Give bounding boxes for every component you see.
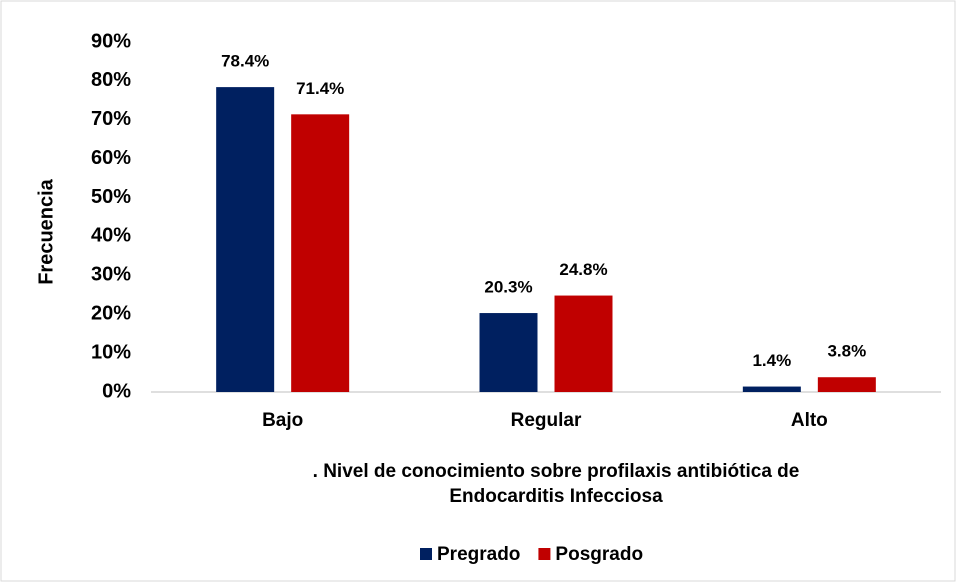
data-label: 78.4% bbox=[221, 52, 269, 71]
y-axis-title: Frecuencia bbox=[35, 178, 57, 284]
y-tick-label: 30% bbox=[91, 264, 131, 286]
bar bbox=[817, 377, 876, 392]
data-label: 71.4% bbox=[296, 79, 344, 98]
y-tick-label: 80% bbox=[91, 69, 131, 91]
bar bbox=[554, 295, 613, 392]
legend-label: Pregrado bbox=[437, 544, 520, 565]
y-tick-label: 60% bbox=[91, 147, 131, 169]
y-tick-label: 40% bbox=[91, 225, 131, 247]
data-label: 3.8% bbox=[827, 342, 866, 361]
data-label: 24.8% bbox=[559, 260, 607, 279]
bar bbox=[216, 87, 275, 392]
data-label: 1.4% bbox=[752, 351, 791, 370]
legend-swatch bbox=[420, 548, 432, 560]
legend-swatch bbox=[538, 548, 551, 560]
legend-label: Posgrado bbox=[555, 544, 643, 565]
x-tick-label: Regular bbox=[511, 410, 582, 431]
y-tick-label: 20% bbox=[91, 303, 131, 325]
bar bbox=[291, 114, 350, 392]
y-tick-label: 50% bbox=[91, 186, 131, 208]
x-axis-title: . Nivel de conocimiento sobre profilaxis… bbox=[313, 461, 800, 482]
y-tick-label: 0% bbox=[102, 380, 131, 402]
x-tick-label: Alto bbox=[791, 410, 828, 431]
bar bbox=[479, 313, 538, 392]
x-axis-title: Endocarditis Infecciosa bbox=[449, 486, 663, 507]
y-tick-label: 10% bbox=[91, 341, 131, 363]
data-label: 20.3% bbox=[484, 278, 532, 297]
bar bbox=[742, 386, 801, 392]
y-tick-label: 70% bbox=[91, 108, 131, 130]
x-tick-label: Bajo bbox=[262, 410, 303, 431]
y-tick-label: 90% bbox=[91, 30, 131, 52]
